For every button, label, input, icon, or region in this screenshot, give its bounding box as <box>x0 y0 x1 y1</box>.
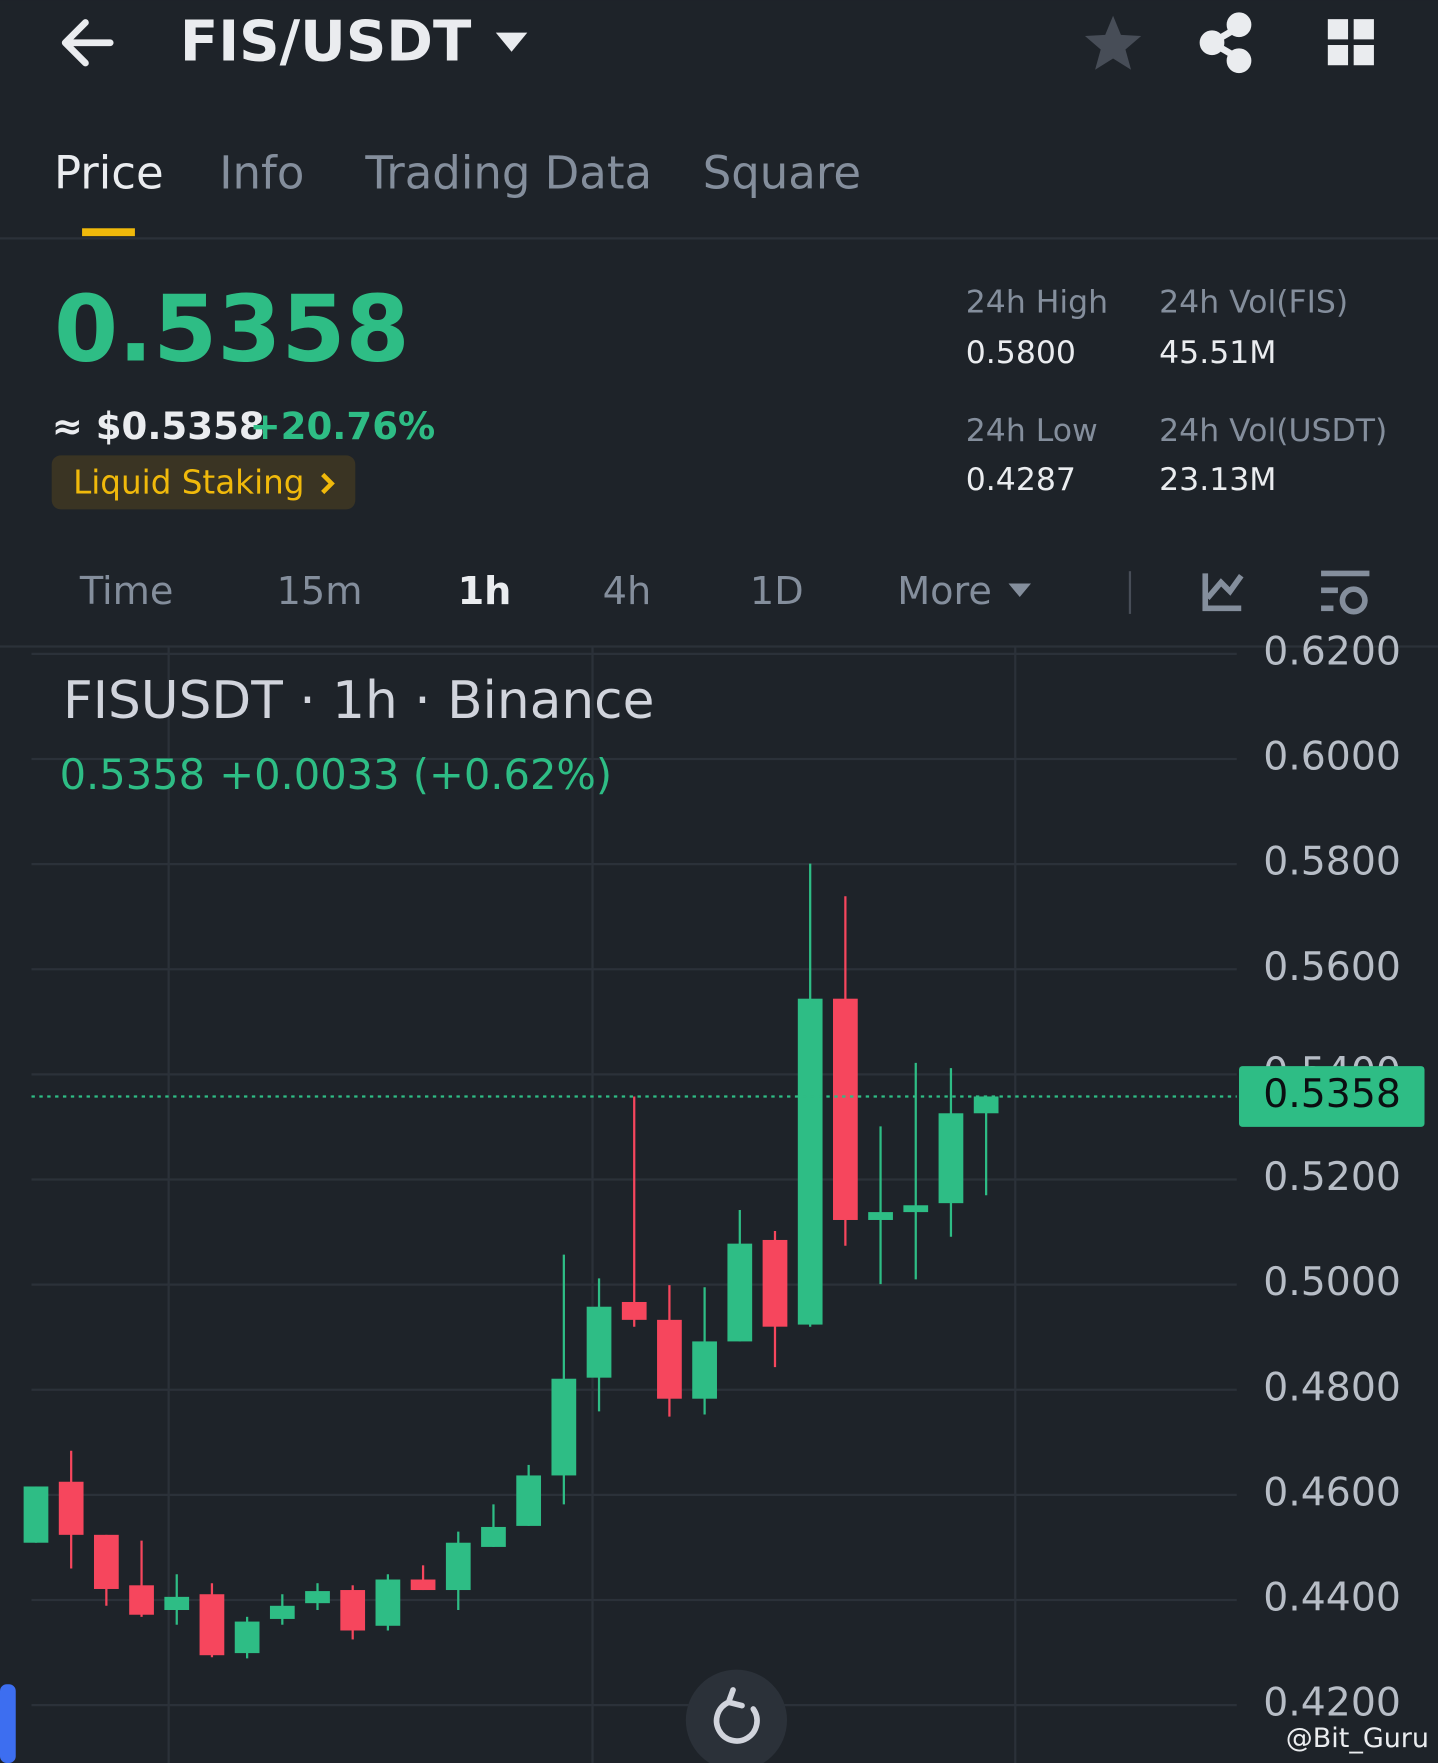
tag-chip[interactable] <box>51 455 356 510</box>
candle-body <box>305 1591 330 1604</box>
candle-body <box>58 1481 84 1535</box>
candle-body <box>903 1205 929 1213</box>
candle-body <box>234 1621 260 1654</box>
candle-body <box>269 1605 295 1619</box>
y-tick-label: 0.4800 <box>1263 1364 1401 1410</box>
pair-caret[interactable] <box>495 32 528 52</box>
stat-value: 0.5800 <box>966 335 1076 371</box>
interval[interactable]: 15m <box>277 570 363 614</box>
vertical-grid <box>167 646 1017 1763</box>
tab-indicator <box>82 228 135 237</box>
watermark: @Bit_Guru <box>1286 1723 1429 1754</box>
chart: 0.62000.60000.58000.56000.54000.52000.50… <box>23 628 1425 1726</box>
stat-label: 24h High <box>966 285 1108 321</box>
candle-body <box>410 1579 436 1591</box>
candle-body <box>93 1534 119 1589</box>
candle-body <box>445 1542 471 1591</box>
y-tick-label: 0.4600 <box>1263 1469 1401 1515</box>
candle-body <box>833 998 858 1220</box>
interval[interactable]: 1D <box>750 570 804 614</box>
y-tick-label: 0.5600 <box>1263 944 1401 990</box>
y-tick-label: 0.5000 <box>1263 1259 1401 1305</box>
reset-icon <box>713 1687 760 1744</box>
last-price: 0.5358 <box>54 274 410 382</box>
more-caret <box>1008 583 1031 598</box>
tab[interactable]: Info <box>219 147 304 200</box>
candle-body <box>657 1319 682 1399</box>
tab[interactable]: Square <box>703 147 861 200</box>
grid-icon[interactable] <box>1327 19 1374 66</box>
interval[interactable]: 4h <box>603 570 652 614</box>
candle-body <box>164 1596 190 1611</box>
price-change: +20.76% <box>250 405 436 448</box>
y-tick-label: 0.4200 <box>1263 1680 1401 1726</box>
pair-title[interactable]: FIS/USDT <box>180 10 472 75</box>
y-tick-label: 0.4400 <box>1263 1575 1401 1621</box>
candle-body <box>23 1486 49 1543</box>
interval[interactable]: 1h <box>458 570 512 614</box>
stat-label: 24h Low <box>966 413 1098 449</box>
candle-body <box>797 998 823 1325</box>
stat-label: 24h Vol(FIS) <box>1159 285 1348 321</box>
usd-price: ≈ $0.5358 <box>52 405 265 448</box>
tab[interactable]: Trading Data <box>364 147 652 200</box>
chart-title: FISUSDT · 1h · Binance <box>63 671 654 731</box>
y-tick-label: 0.6200 <box>1263 628 1401 674</box>
share-icon[interactable] <box>1199 12 1252 74</box>
candle-body <box>375 1579 401 1626</box>
stat-value: 23.13M <box>1159 462 1276 498</box>
side-handle[interactable] <box>0 1684 16 1763</box>
candle-body <box>199 1594 225 1656</box>
stat-value: 0.4287 <box>966 462 1076 498</box>
candle-body <box>516 1475 542 1526</box>
settings-icon[interactable] <box>1321 570 1370 615</box>
indicator-icon[interactable] <box>1202 573 1244 612</box>
candle-body <box>481 1526 506 1547</box>
legend-price: 0.5358 <box>60 750 205 799</box>
price-badge <box>1238 1066 1425 1127</box>
candle-body <box>692 1341 717 1399</box>
y-tick-label: 0.5200 <box>1263 1154 1401 1200</box>
interval[interactable]: More <box>897 570 992 614</box>
stat-label: 24h Vol(USDT) <box>1159 413 1387 449</box>
reset-button[interactable] <box>685 1669 788 1763</box>
candle-body <box>727 1243 753 1342</box>
candle-body <box>762 1239 788 1327</box>
candle-body <box>551 1378 577 1476</box>
tag-label[interactable]: Liquid Staking <box>73 464 304 502</box>
stat-value: 45.51M <box>1159 335 1276 371</box>
back-button[interactable] <box>61 19 114 67</box>
tag-chevron <box>321 472 335 495</box>
candle-body <box>973 1096 999 1114</box>
candle-body <box>868 1212 893 1220</box>
price-badge-label: 0.5358 <box>1263 1071 1401 1117</box>
candle-body <box>340 1590 366 1631</box>
favorite-icon[interactable] <box>1084 15 1142 70</box>
interval[interactable]: Time <box>79 570 174 614</box>
candle-body <box>621 1301 647 1320</box>
y-tick-label: 0.5800 <box>1263 839 1401 885</box>
tab[interactable]: Price <box>54 147 164 200</box>
legend-change: +0.0033 (+0.62%) <box>219 750 612 799</box>
candle-body <box>938 1113 964 1204</box>
candle-body <box>586 1306 612 1378</box>
candle-body <box>129 1585 154 1615</box>
y-tick-label: 0.6000 <box>1263 734 1401 780</box>
